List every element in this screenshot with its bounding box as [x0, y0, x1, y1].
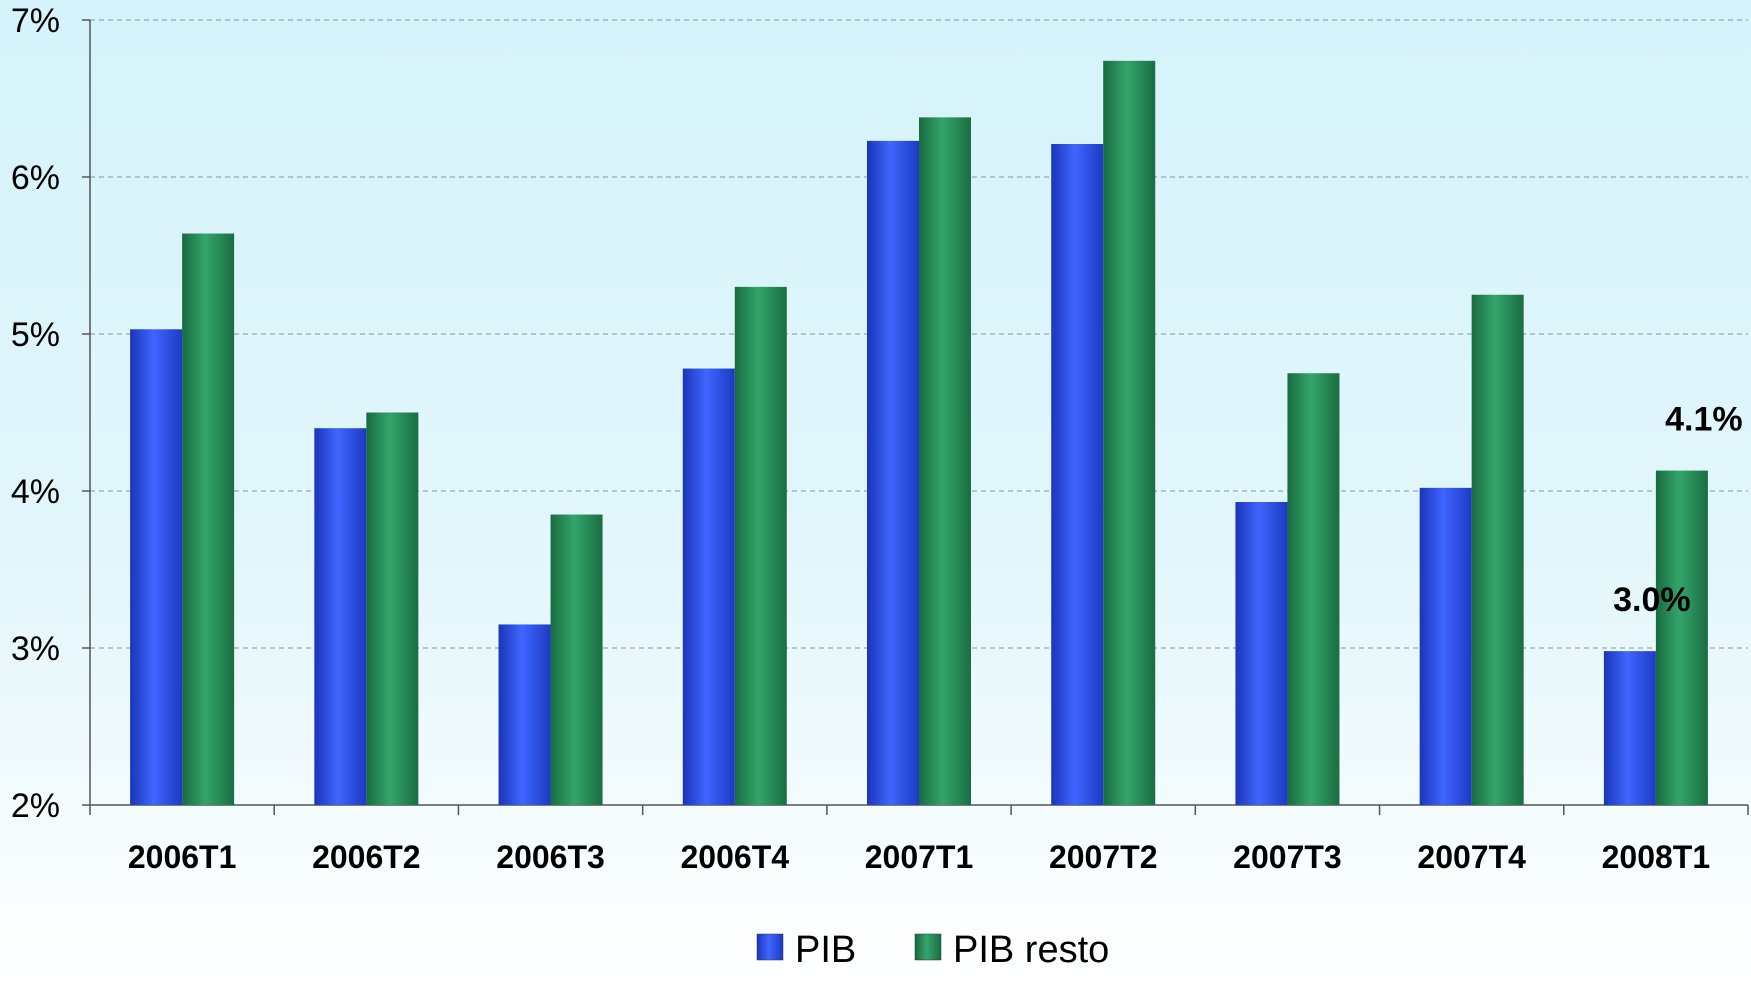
y-tick-label: 4% — [11, 473, 60, 511]
x-tick-label: 2006T3 — [496, 839, 605, 875]
bars — [130, 60, 1708, 806]
x-tick-label: 2007T4 — [1417, 839, 1526, 875]
bar-pib-resto — [1471, 294, 1524, 805]
y-tick-label: 7% — [11, 2, 60, 40]
bar-pib — [682, 368, 735, 805]
bar-pib-resto — [919, 117, 971, 806]
bar-pib — [130, 329, 183, 805]
y-tick-label: 2% — [11, 787, 60, 825]
legend: PIB PIB resto — [756, 929, 1109, 971]
data-label: 3.0% — [1613, 581, 1691, 619]
bar-pib — [1419, 487, 1472, 805]
x-tick-label: 2006T1 — [128, 839, 237, 875]
legend-label: PIB — [795, 929, 856, 971]
x-tick-label: 2008T1 — [1602, 839, 1711, 875]
bar-pib-resto — [1655, 470, 1708, 805]
x-tick-label: 2007T1 — [865, 839, 974, 875]
data-label: 4.1% — [1665, 401, 1743, 439]
bar-pib — [867, 140, 919, 805]
bar-pib-resto — [1103, 60, 1156, 805]
bar-pib — [1051, 144, 1104, 805]
x-tick-label: 2007T2 — [1049, 839, 1158, 875]
bar-pib — [1235, 501, 1288, 805]
y-tick-label: 6% — [11, 159, 60, 197]
legend-swatch — [756, 933, 784, 961]
bar-pib — [498, 624, 551, 805]
legend-swatch — [914, 933, 942, 961]
x-tick-label: 2006T2 — [312, 839, 421, 875]
y-tick-label: 5% — [11, 316, 60, 354]
legend-label: PIB resto — [953, 929, 1109, 971]
bar-pib-resto — [1287, 373, 1340, 805]
bar-pib — [1603, 651, 1656, 805]
bar-pib-resto — [550, 514, 603, 805]
x-tick-label: 2007T3 — [1233, 839, 1342, 875]
bar-pib-resto — [734, 286, 787, 805]
x-tick-label: 2006T4 — [681, 839, 790, 875]
bar-pib-resto — [366, 412, 419, 805]
y-tick-label: 3% — [11, 630, 60, 668]
bar-pib — [314, 428, 367, 805]
labels: 2% 3% 4% 5% 6% 7% 2006T1 2006T2 2006T3 2006T4 2007… — [11, 2, 1743, 875]
bar-pib-resto — [182, 233, 235, 805]
